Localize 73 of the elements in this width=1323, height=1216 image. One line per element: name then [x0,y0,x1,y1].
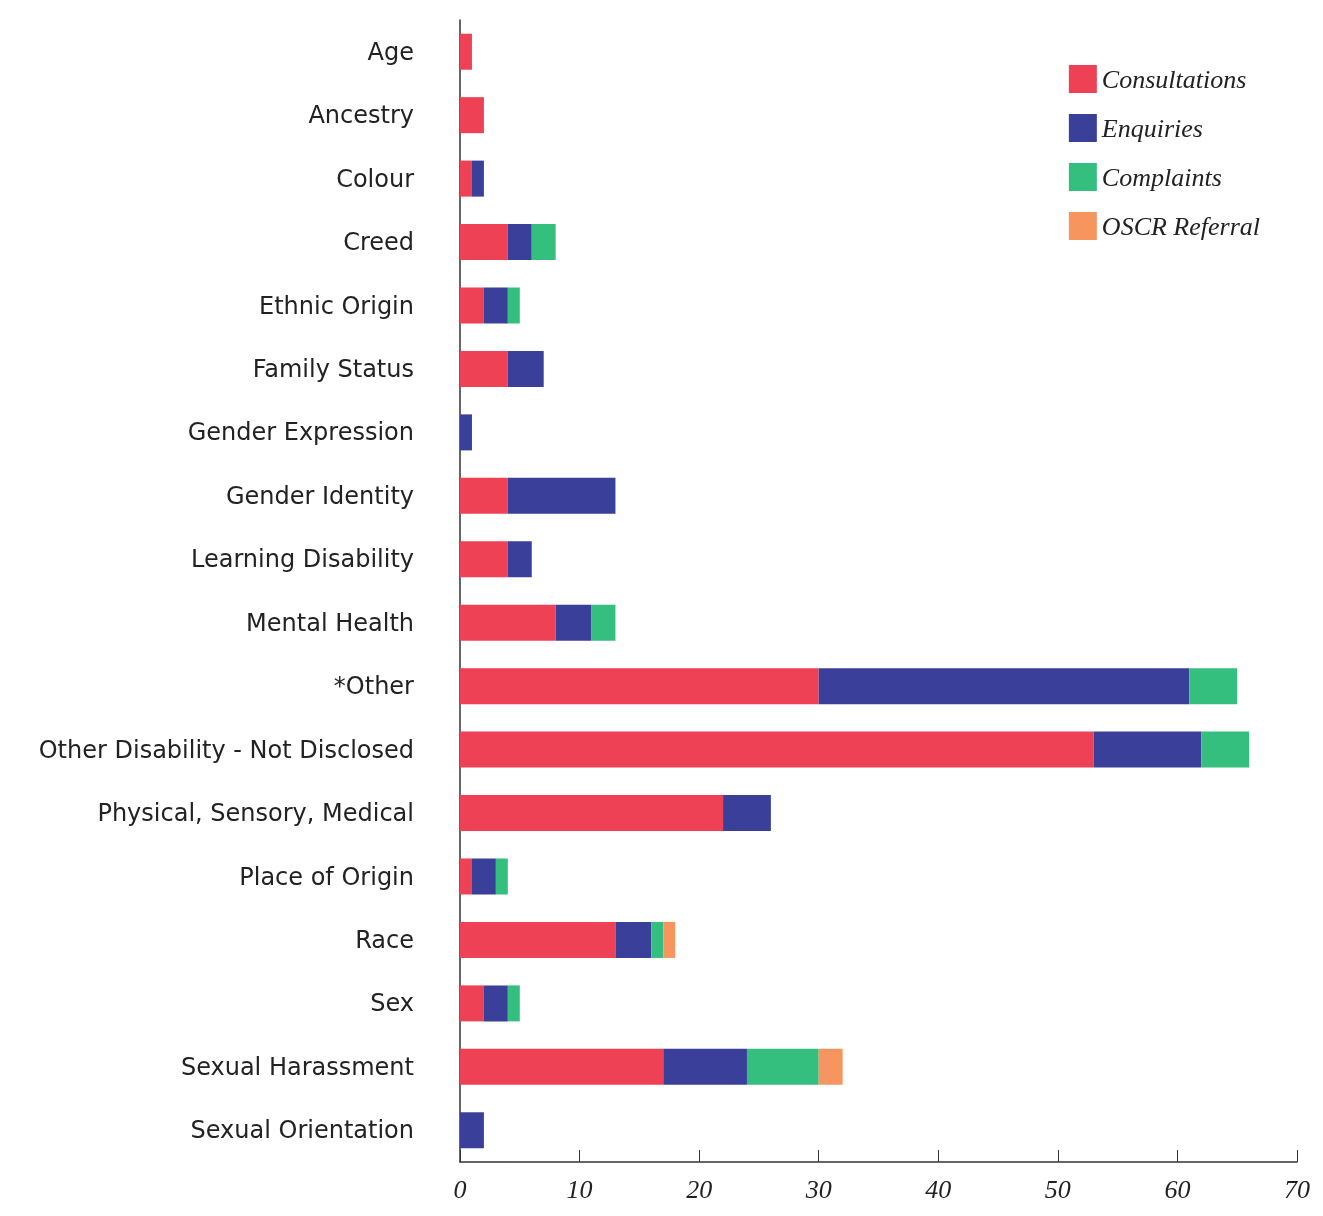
bar [507,224,532,261]
bar [460,858,472,895]
bar [1201,731,1250,768]
bar [663,921,676,958]
bar [483,287,508,324]
bar [495,858,508,895]
y-tick-label: Creed [343,228,414,257]
bar [460,1048,664,1085]
bar [460,477,508,514]
y-tick-label: *Other [333,672,415,701]
y-tick-label: Ancestry [308,101,414,130]
bar [651,921,664,958]
y-tick-label: Sex [370,989,414,1018]
bar [471,160,484,197]
bar [460,1112,484,1149]
bar [818,668,1190,705]
bar [460,921,616,958]
bar [1093,731,1202,768]
bar [460,414,472,451]
bar [460,604,556,641]
y-tick-label: Colour [336,164,415,193]
bar [471,858,496,895]
y-tick-label: Mental Health [246,608,414,637]
legend-label: Consultations [1101,64,1247,94]
bar [460,985,484,1022]
bar [507,477,616,514]
bar [746,1048,819,1085]
bar [615,921,652,958]
x-tick-label: 0 [453,1174,467,1204]
x-tick-label: 40 [925,1174,952,1204]
bar [460,795,724,832]
x-tick-label: 60 [1164,1174,1191,1204]
bar [460,731,1094,768]
x-tick-label: 70 [1284,1174,1310,1204]
y-tick-label: Age [367,37,414,66]
bar [483,985,508,1022]
bar [663,1048,747,1085]
y-tick-label: Sexual Harassment [180,1052,414,1081]
legend-label: Enquiries [1100,113,1203,143]
x-tick-label: 50 [1044,1174,1071,1204]
y-tick-label: Other Disability - Not Disclosed [38,735,414,764]
bar [507,541,532,578]
y-tick-label: Learning Disability [190,545,414,574]
bar [507,350,544,387]
y-tick-label: Physical, Sensory, Medical [97,799,414,828]
legend-label: OSCR Referral [1101,211,1261,241]
y-tick-label: Race [355,925,414,954]
bar [460,287,484,324]
y-tick-label: Sexual Orientation [190,1116,414,1145]
y-tick-label: Ethnic Origin [258,291,414,320]
y-tick-label: Place of Origin [239,862,414,891]
bar [460,160,472,197]
y-tick-label: Gender Identity [225,481,414,510]
legend-label: Complaints [1101,162,1222,192]
bar [555,604,592,641]
x-tick-label: 20 [686,1174,713,1204]
y-tick-label: Family Status [252,354,414,383]
bar [460,668,819,705]
bar [507,985,520,1022]
bar [591,604,616,641]
y-tick-label: Gender Expression [187,418,414,447]
bar [460,97,484,134]
bar [531,224,556,261]
bar [460,350,508,387]
bar [818,1048,843,1085]
bar [460,541,508,578]
x-tick-label: 10 [566,1174,593,1204]
bar [507,287,520,324]
bar [460,224,508,261]
x-tick-label: 30 [804,1174,832,1204]
bar [460,33,472,70]
bar [1189,668,1238,705]
bar [723,795,771,832]
